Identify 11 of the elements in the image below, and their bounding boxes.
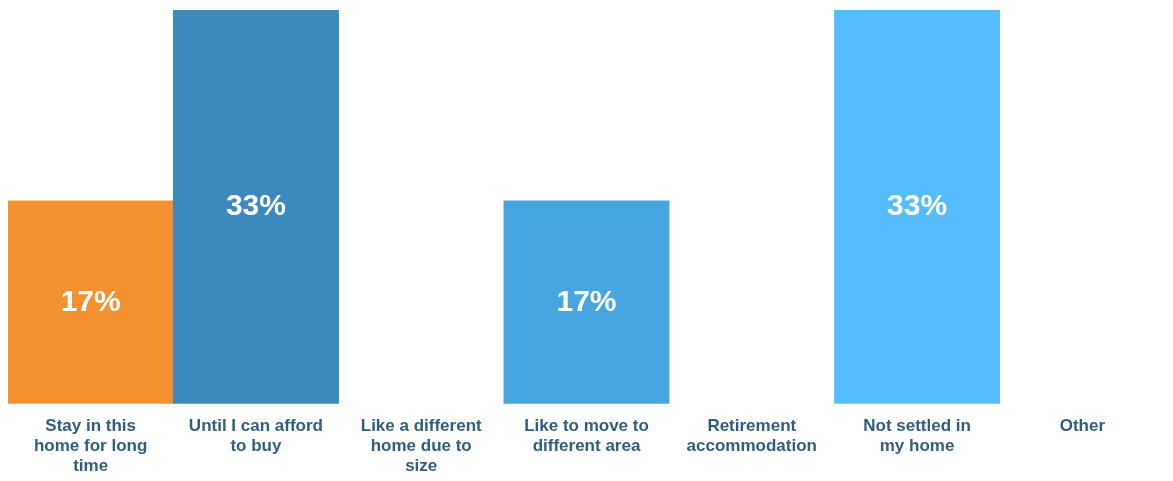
data-label: 33% (225, 188, 286, 222)
data-label: 17% (60, 283, 121, 317)
data-label: 17% (556, 283, 617, 317)
x-tick-label: Retirement accommodation (686, 415, 817, 456)
data-label: 33% (887, 188, 948, 222)
x-tick-label: Like to move to different area (524, 415, 649, 456)
x-tick-label: Like a different home due to size (360, 415, 483, 476)
x-tick-label: Until I can afford to buy (188, 415, 323, 456)
x-tick-label: Other (1059, 415, 1106, 435)
x-tick-label: Not settled in my home (863, 415, 971, 456)
x-tick-label: Stay in this home for long time (33, 415, 148, 476)
